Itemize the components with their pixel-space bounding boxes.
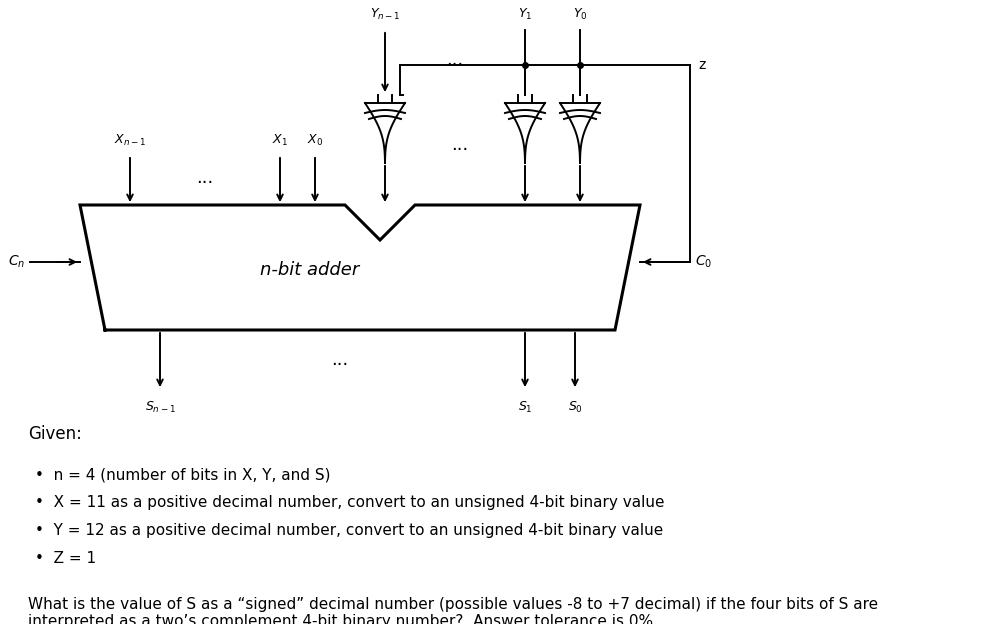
Text: $Y_0$: $Y_0$ [572, 7, 587, 22]
Text: $X_1$: $X_1$ [272, 133, 288, 148]
Text: $Y_1$: $Y_1$ [517, 7, 532, 22]
Text: •  X = 11 as a positive decimal number, convert to an unsigned 4-bit binary valu: • X = 11 as a positive decimal number, c… [35, 495, 664, 510]
Text: Given:: Given: [28, 425, 82, 443]
Text: $X_{n-1}$: $X_{n-1}$ [114, 133, 146, 148]
Text: n-bit adder: n-bit adder [260, 261, 360, 279]
Text: $S_{n-1}$: $S_{n-1}$ [145, 400, 175, 415]
Text: •  Z = 1: • Z = 1 [35, 551, 96, 566]
Text: z: z [698, 58, 705, 72]
Text: ...: ... [331, 351, 349, 369]
Text: •  n = 4 (number of bits in X, Y, and S): • n = 4 (number of bits in X, Y, and S) [35, 467, 330, 482]
Text: $S_1$: $S_1$ [517, 400, 532, 415]
Text: $X_0$: $X_0$ [307, 133, 323, 148]
Text: ...: ... [452, 136, 469, 154]
Text: •  Y = 12 as a positive decimal number, convert to an unsigned 4-bit binary valu: • Y = 12 as a positive decimal number, c… [35, 523, 663, 538]
Text: $S_0$: $S_0$ [567, 400, 582, 415]
Text: ...: ... [196, 169, 213, 187]
Text: ...: ... [447, 51, 464, 69]
Text: $Y_{n-1}$: $Y_{n-1}$ [370, 7, 401, 22]
Text: $C_n$: $C_n$ [8, 254, 25, 270]
Text: $C_0$: $C_0$ [695, 254, 712, 270]
Text: What is the value of S as a “signed” decimal number (possible values -8 to +7 de: What is the value of S as a “signed” dec… [28, 597, 878, 624]
